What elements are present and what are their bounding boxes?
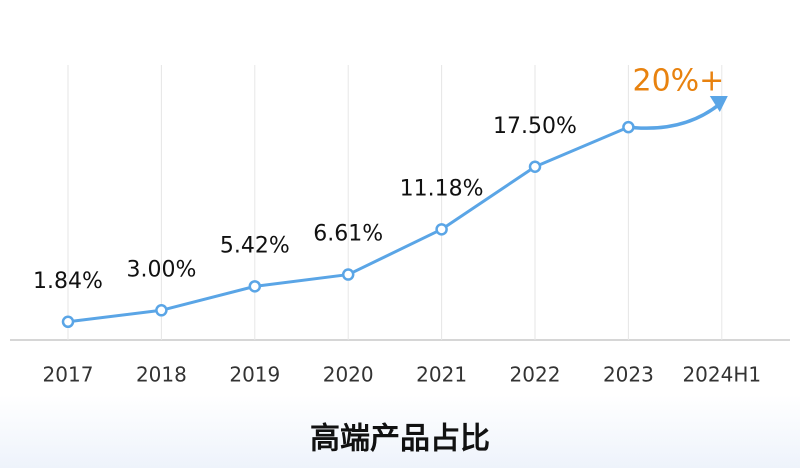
x-tick-label: 2023 [603, 363, 654, 387]
annotation-arrow [626, 102, 722, 130]
x-tick-label: 2024H1 [682, 363, 761, 387]
x-tick-label: 2017 [43, 363, 94, 387]
point [61, 315, 75, 329]
x-tick-label: 2022 [510, 363, 561, 387]
data-label: 11.18% [400, 176, 484, 201]
x-tick-label: 2020 [323, 363, 374, 387]
point [528, 160, 542, 173]
data-label: 3.00% [126, 257, 196, 282]
point [435, 223, 448, 236]
data-label: 5.42% [220, 233, 290, 258]
x-tick-label: 2018 [136, 363, 187, 387]
data-label: 6.61% [313, 222, 383, 247]
data-label: 17.50% [493, 114, 577, 139]
point [622, 120, 635, 134]
annotation: 20%+ [632, 64, 724, 99]
point [248, 280, 262, 293]
x-tick-label: 2019 [229, 363, 280, 387]
annotation-arrowhead [709, 96, 728, 112]
chart-title: 高端产品占比 [310, 422, 490, 457]
point [155, 304, 168, 317]
point [341, 268, 355, 281]
x-tick-label: 2021 [416, 363, 467, 387]
data-label: 1.84% [33, 269, 103, 294]
background [0, 395, 800, 468]
